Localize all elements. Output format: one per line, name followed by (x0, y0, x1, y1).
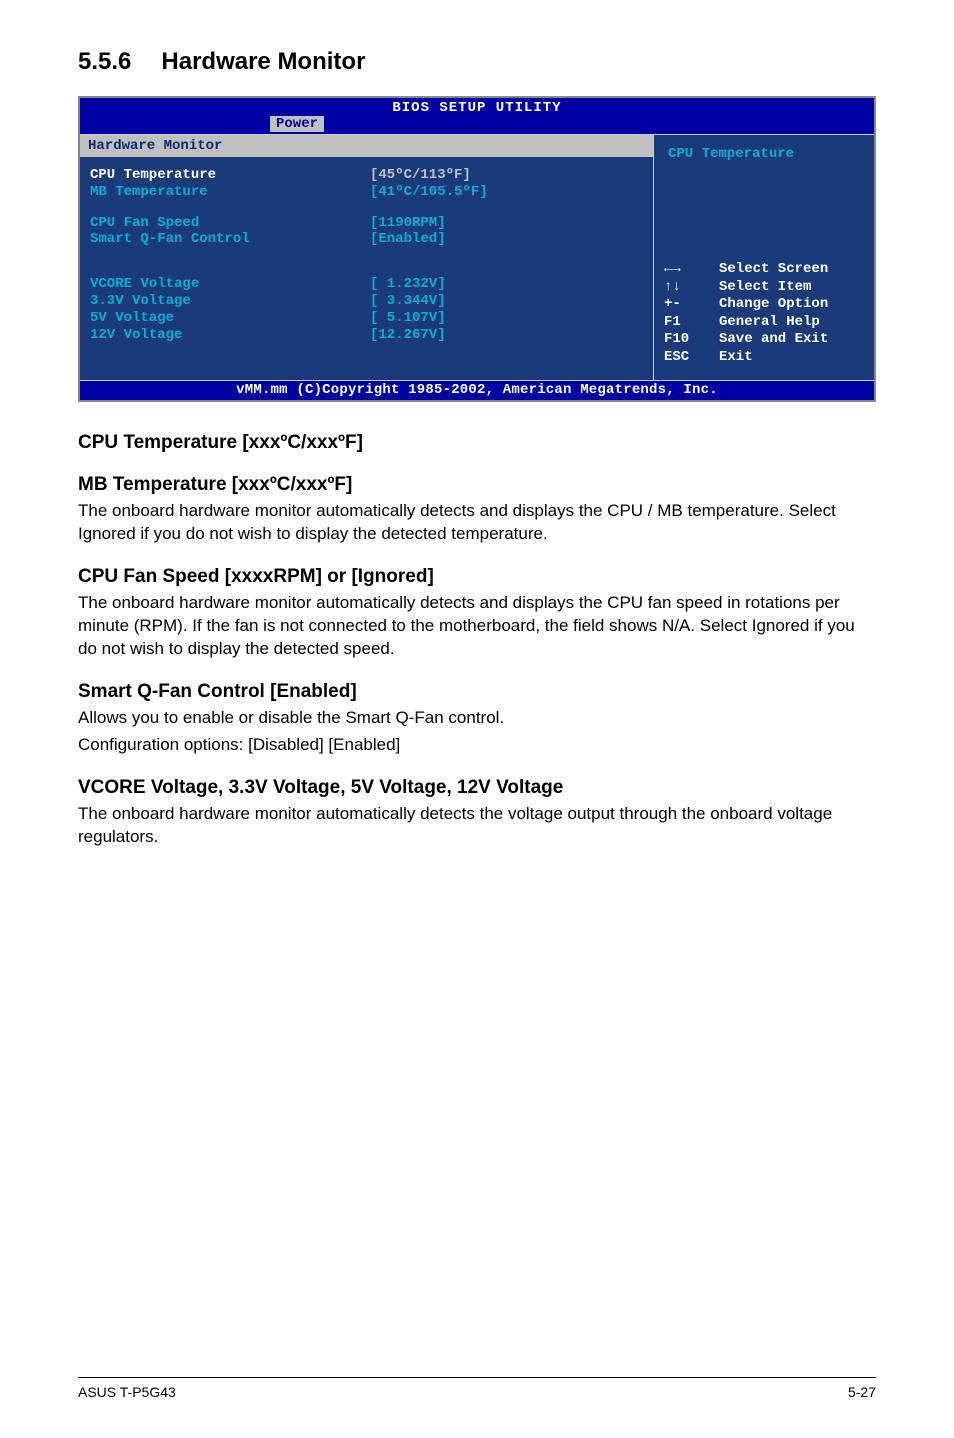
bios-item-12v[interactable]: 12V Voltage [12.267V] (90, 327, 643, 344)
section-title-text: Hardware Monitor (161, 48, 365, 75)
bios-item-value: [ 1.232V] (370, 276, 446, 293)
paragraph: The onboard hardware monitor automatical… (78, 592, 876, 661)
paragraph: Configuration options: [Disabled] [Enabl… (78, 734, 876, 757)
bios-help-row: ESCExit (664, 349, 864, 367)
bios-item-5v[interactable]: 5V Voltage [ 5.107V] (90, 310, 643, 327)
bios-item-label: MB Temperature (90, 184, 370, 201)
bios-item-label: VCORE Voltage (90, 276, 370, 293)
bios-tabbar: Power (80, 116, 874, 134)
page-footer: ASUS T-P5G43 5-27 (78, 1377, 876, 1400)
bios-left-header: Hardware Monitor (80, 135, 653, 157)
bios-item-value: [ 5.107V] (370, 310, 446, 327)
bios-item-value: [ 3.344V] (370, 293, 446, 310)
bios-item-3v3[interactable]: 3.3V Voltage [ 3.344V] (90, 293, 643, 310)
bios-help-row: ↑↓Select Item (664, 279, 864, 297)
heading-mb-temp: MB Temperature [xxxºC/xxxºF] (78, 474, 876, 496)
bios-item-label: 3.3V Voltage (90, 293, 370, 310)
bios-item-cpu-fan[interactable]: CPU Fan Speed [1190RPM] (90, 215, 643, 232)
bios-item-label: 5V Voltage (90, 310, 370, 327)
footer-right: 5-27 (848, 1384, 876, 1400)
bios-help-desc: Select Item (719, 279, 811, 297)
section-heading: 5.5.6 Hardware Monitor (78, 48, 876, 76)
bios-help-desc: Save and Exit (719, 331, 828, 349)
section-number: 5.5.6 (78, 48, 131, 76)
bios-tab-power[interactable]: Power (270, 116, 324, 132)
bios-item-label: 12V Voltage (90, 327, 370, 344)
bios-help-row: ←→Select Screen (664, 261, 864, 279)
bios-item-cpu-temp[interactable]: CPU Temperature [45ºC/113ºF] (90, 167, 643, 184)
bios-help-key: F10 (664, 331, 719, 349)
bios-right-header: CPU Temperature (664, 143, 864, 165)
bios-item-value: [41ºC/105.5ºF] (370, 184, 488, 201)
bios-item-qfan[interactable]: Smart Q-Fan Control [Enabled] (90, 231, 643, 248)
heading-qfan: Smart Q-Fan Control [Enabled] (78, 681, 876, 703)
bios-help-key: ←→ (664, 261, 719, 279)
bios-help-block: ←→Select Screen ↑↓Select Item +-Change O… (664, 261, 864, 366)
bios-help-desc: General Help (719, 314, 820, 332)
bios-window: BIOS SETUP UTILITY Power Hardware Monito… (78, 96, 876, 402)
bios-item-label: CPU Fan Speed (90, 215, 370, 232)
footer-left: ASUS T-P5G43 (78, 1384, 176, 1400)
bios-item-label: CPU Temperature (90, 167, 370, 184)
heading-cpu-fan: CPU Fan Speed [xxxxRPM] or [Ignored] (78, 566, 876, 588)
bios-help-key: ↑↓ (664, 279, 719, 297)
bios-item-mb-temp[interactable]: MB Temperature [41ºC/105.5ºF] (90, 184, 643, 201)
bios-help-desc: Change Option (719, 296, 828, 314)
bios-help-desc: Select Screen (719, 261, 828, 279)
bios-item-vcore[interactable]: VCORE Voltage [ 1.232V] (90, 276, 643, 293)
bios-help-key: F1 (664, 314, 719, 332)
bios-help-row: +-Change Option (664, 296, 864, 314)
bios-item-value: [Enabled] (370, 231, 446, 248)
bios-item-label: Smart Q-Fan Control (90, 231, 370, 248)
paragraph: The onboard hardware monitor automatical… (78, 500, 876, 546)
bios-help-key: ESC (664, 349, 719, 367)
paragraph: Allows you to enable or disable the Smar… (78, 707, 876, 730)
bios-copyright: vMM.mm (C)Copyright 1985-2002, American … (80, 381, 874, 400)
bios-item-value: [45ºC/113ºF] (370, 167, 471, 184)
bios-left-pane: Hardware Monitor CPU Temperature [45ºC/1… (80, 135, 654, 381)
bios-item-value: [1190RPM] (370, 215, 446, 232)
bios-help-row: F1General Help (664, 314, 864, 332)
paragraph: The onboard hardware monitor automatical… (78, 803, 876, 849)
bios-item-value: [12.267V] (370, 327, 446, 344)
heading-cpu-temp: CPU Temperature [xxxºC/xxxºF] (78, 432, 876, 454)
heading-voltages: VCORE Voltage, 3.3V Voltage, 5V Voltage,… (78, 777, 876, 799)
bios-help-desc: Exit (719, 349, 753, 367)
bios-help-row: F10Save and Exit (664, 331, 864, 349)
bios-right-pane: CPU Temperature ←→Select Screen ↑↓Select… (654, 135, 874, 381)
bios-help-key: +- (664, 296, 719, 314)
bios-titlebar: BIOS SETUP UTILITY (80, 98, 874, 116)
